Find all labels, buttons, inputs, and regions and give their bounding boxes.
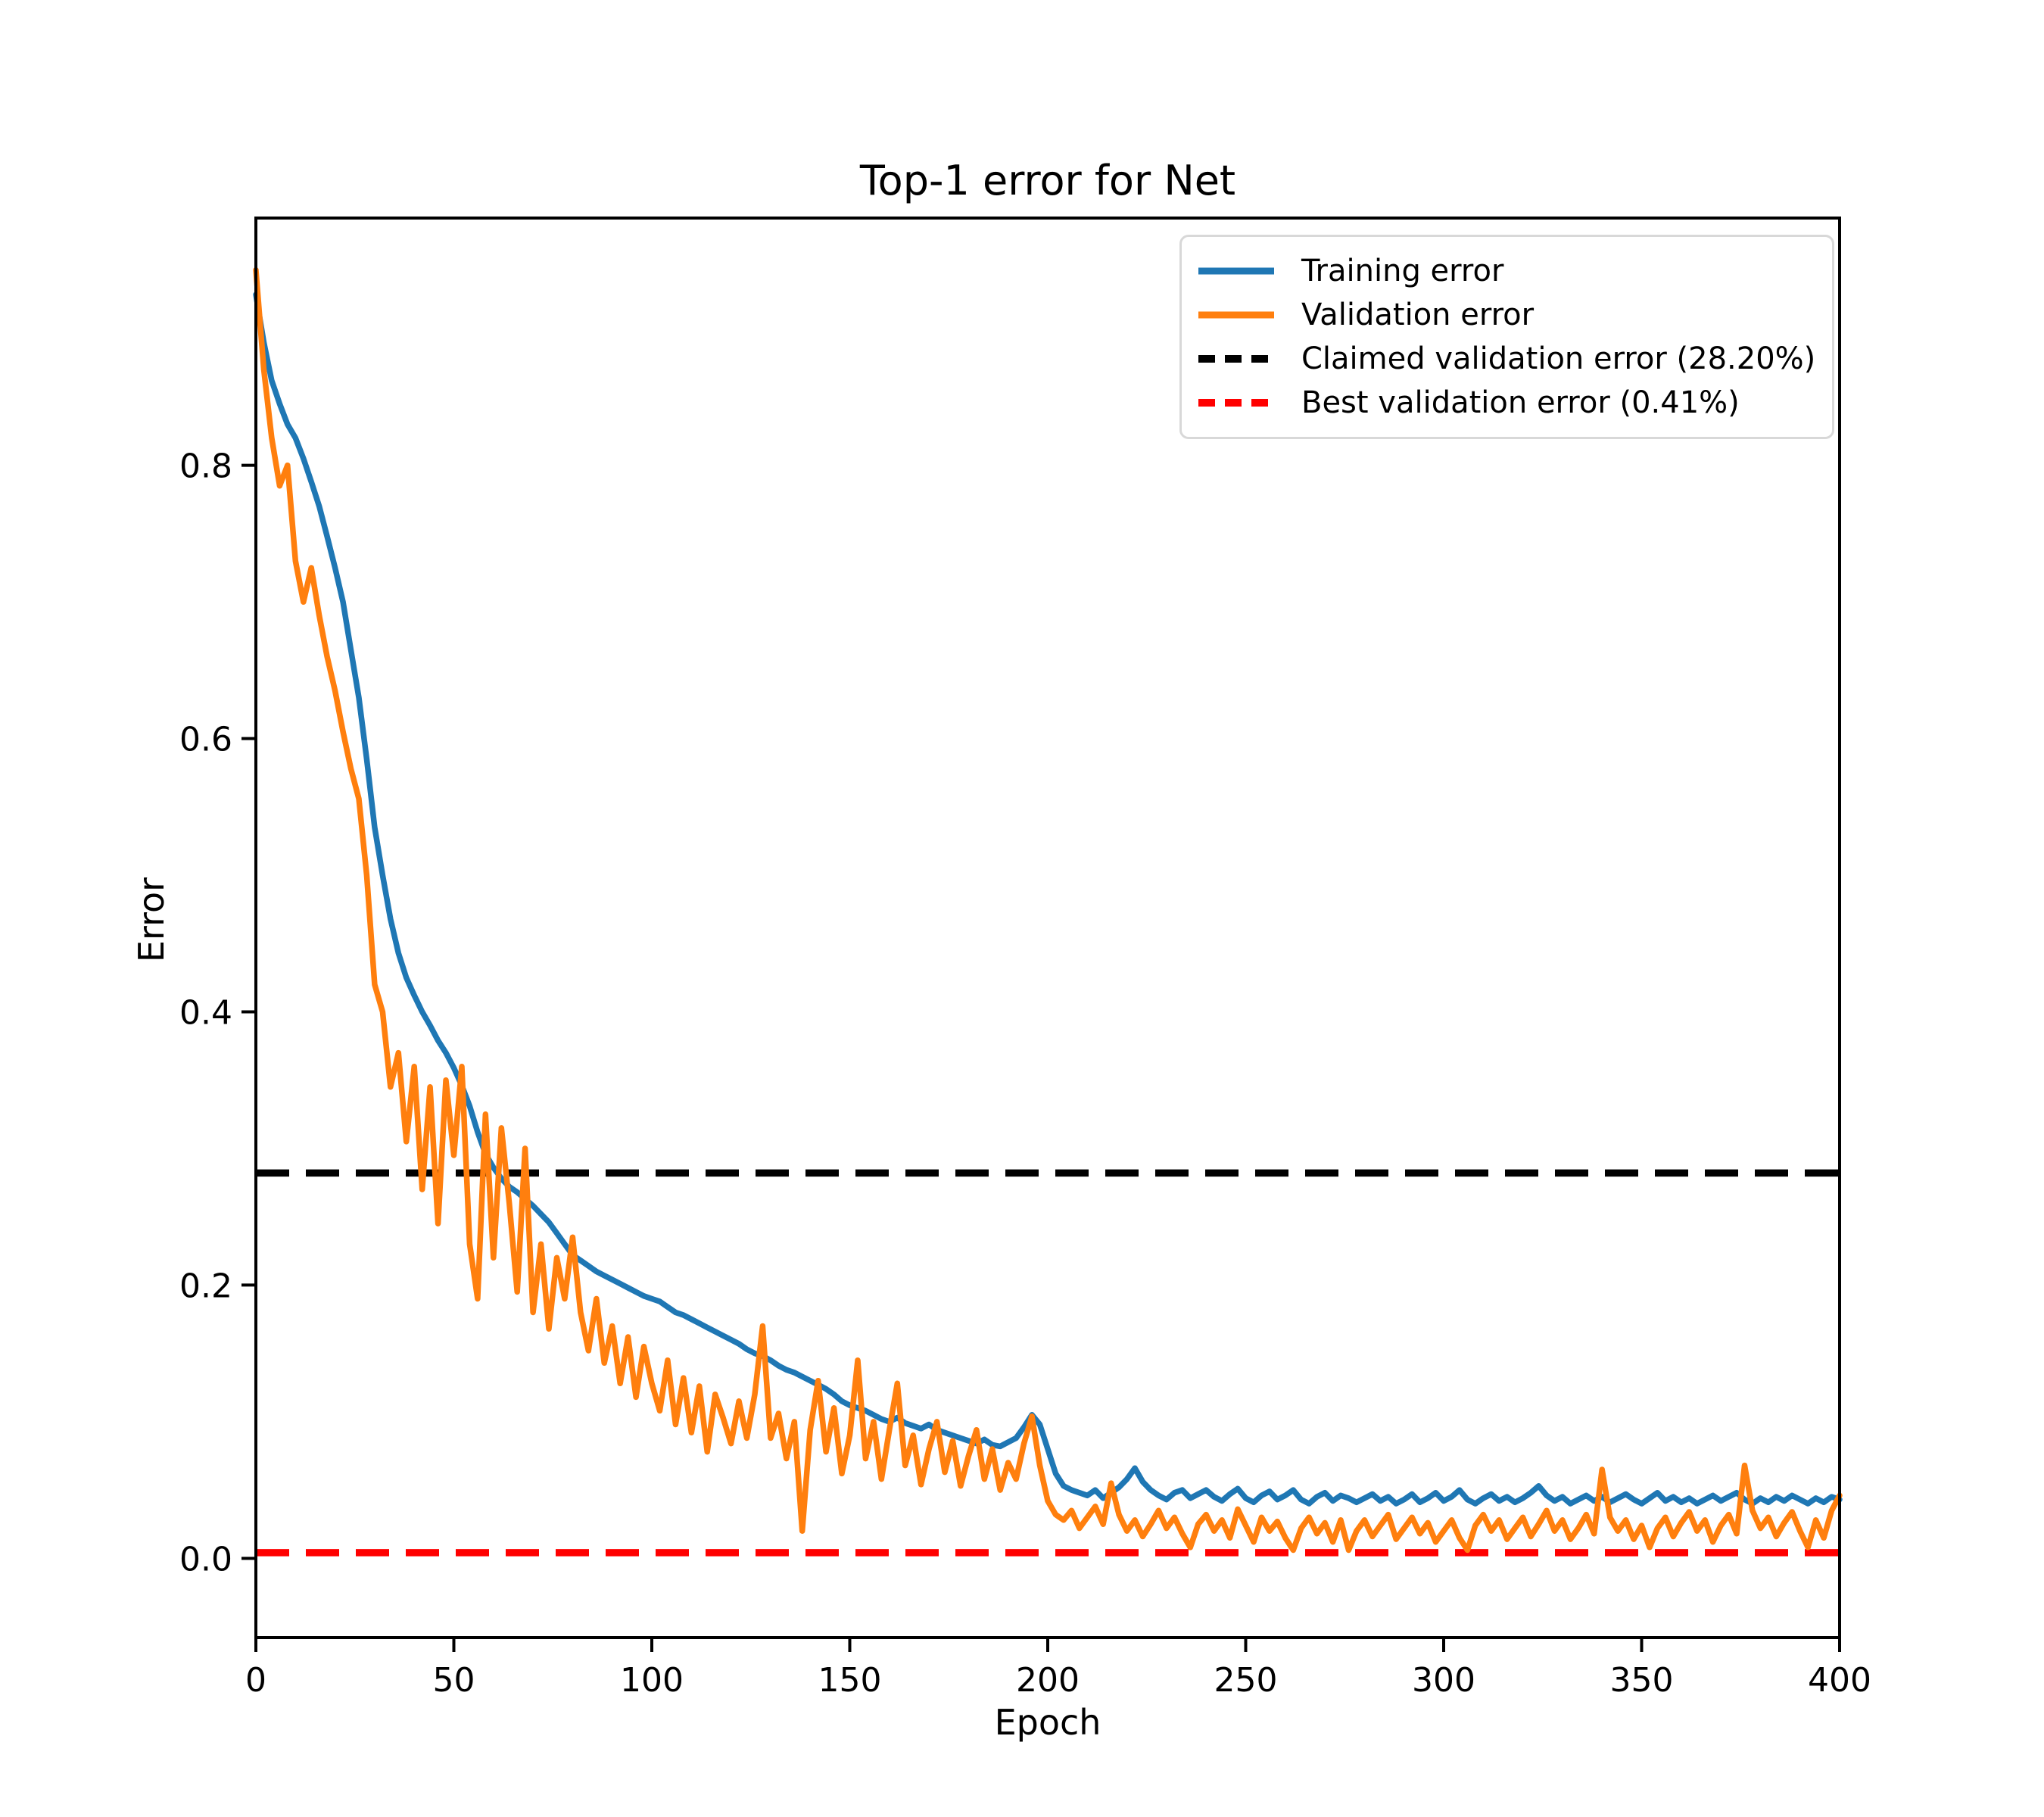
y-tick-label: 0.0 xyxy=(179,1540,232,1579)
legend-row-claimed: Claimed validation error (28.20%) xyxy=(1198,337,1815,381)
y-tick-label: 0.2 xyxy=(179,1267,232,1305)
legend-label-claimed-error: Claimed validation error (28.20%) xyxy=(1301,341,1816,376)
legend-row-best: Best validation error (0.41%) xyxy=(1198,381,1815,425)
legend-label-best-error: Best validation error (0.41%) xyxy=(1301,385,1740,420)
x-tick-label: 100 xyxy=(620,1661,684,1700)
chart-title: Top-1 error for Net xyxy=(859,157,1236,204)
x-axis-label: Epoch xyxy=(994,1702,1101,1743)
x-tick-label: 200 xyxy=(1016,1661,1080,1700)
x-tick-label: 0 xyxy=(245,1661,266,1700)
training-error-legend-line-icon xyxy=(1198,267,1274,275)
validation-error-line xyxy=(253,266,1843,1554)
legend-label-validation-error: Validation error xyxy=(1301,298,1535,332)
legend-label-training-error: Training error xyxy=(1301,254,1504,288)
claimed-error-legend-dash-icon xyxy=(1198,355,1274,363)
x-tick-label: 50 xyxy=(433,1661,475,1700)
legend-row-validation: Validation error xyxy=(1198,293,1815,337)
validation-error-legend-line-icon xyxy=(1198,311,1274,319)
best-error-legend-dash-icon xyxy=(1198,399,1274,407)
y-tick-label: 0.6 xyxy=(179,721,232,759)
x-tick-label: 350 xyxy=(1610,1661,1674,1700)
x-tick-label: 300 xyxy=(1412,1661,1475,1700)
legend-row-training: Training error xyxy=(1198,249,1815,293)
x-tick-label: 150 xyxy=(818,1661,882,1700)
y-tick-label: 0.8 xyxy=(179,447,232,486)
legend: Training error Validation error Claimed … xyxy=(1179,235,1835,439)
x-tick-label: 400 xyxy=(1808,1661,1871,1700)
x-tick-label: 250 xyxy=(1214,1661,1278,1700)
y-tick-label: 0.4 xyxy=(179,993,232,1032)
training-error-line xyxy=(253,291,1843,1507)
